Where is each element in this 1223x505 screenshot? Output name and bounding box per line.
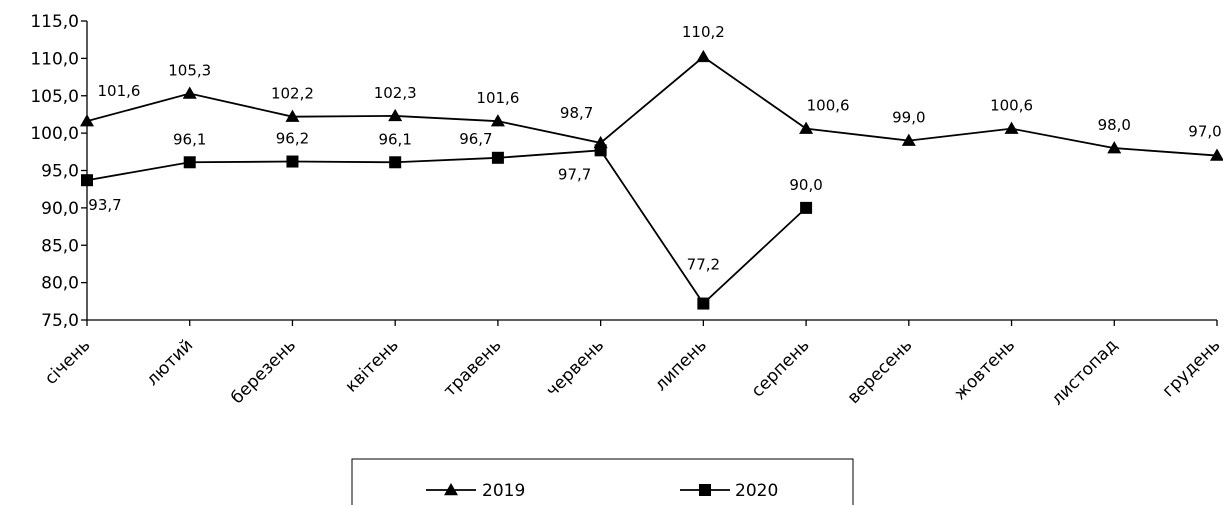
y-tick-label: 115,0 [30, 12, 79, 32]
y-tick-label: 95,0 [41, 162, 79, 182]
data-label-2019-квітень: 102,3 [374, 84, 417, 102]
data-labels: 101,6 105,3 102,2 102,3 101,6 98,7 110,2 100,6 9… [88, 23, 1221, 274]
data-label-2019-грудень: 97,0 [1188, 123, 1221, 141]
marker-2019-листопад [1107, 141, 1122, 154]
series-lines [86, 55, 1218, 305]
legend-box [351, 458, 854, 505]
marker-2019-березень [285, 109, 300, 122]
y-tick-label: 90,0 [41, 199, 79, 219]
marker-2019-травень [490, 114, 505, 127]
x-tick-label: березень [227, 335, 300, 408]
x-tick-label: лютий [143, 335, 198, 390]
x-tick-label: травень [440, 335, 506, 401]
data-label-2019-березень: 102,2 [271, 85, 314, 103]
x-tick-label: серпень [748, 335, 814, 401]
data-label-2020-липень: 77,2 [687, 256, 720, 274]
legend-marker-2020 [699, 484, 711, 496]
data-label-2020-травень: 96,7 [459, 130, 492, 148]
data-label-2019-лютий: 105,3 [168, 62, 211, 80]
marker-2019-липень [696, 49, 711, 63]
data-label-2019-листопад: 98,0 [1098, 116, 1131, 134]
y-axis-tick-labels: 75,0 80,0 85,0 90,0 95,0 100,0 105,0 110,0 115,0 [30, 12, 79, 331]
y-tick-label: 85,0 [41, 236, 79, 256]
marker-2019-січень [80, 114, 94, 127]
series-markers [80, 49, 1223, 310]
data-label-2019-серпень: 100,6 [807, 97, 850, 115]
x-tick-label: квітень [342, 335, 403, 396]
x-axis-tick-labels: січень лютий березень квітень травень червень… [41, 335, 1223, 409]
data-label-2019-вересень: 99,0 [892, 109, 925, 127]
marker-2020-червень [594, 144, 607, 157]
marker-2020-січень [81, 174, 93, 187]
marker-2020-квітень [389, 156, 402, 169]
data-label-2019-травень: 101,6 [476, 89, 519, 107]
data-label-2019-жовтень: 100,6 [990, 97, 1033, 115]
data-label-2019-червень: 98,7 [560, 104, 593, 122]
data-label-2019-січень: 101,6 [98, 82, 141, 100]
x-tick-label: жовтень [950, 335, 1019, 404]
y-tick-label: 105,0 [30, 87, 79, 107]
x-tick-label: листопад [1048, 335, 1122, 409]
data-label-2019-липень: 110,2 [682, 23, 725, 41]
data-label-2020-лютий: 96,1 [173, 130, 206, 148]
data-label-2020-січень: 93,7 [88, 196, 121, 214]
data-label-2020-березень: 96,2 [276, 130, 309, 148]
y-tick-label: 75,0 [41, 311, 79, 331]
marker-2020-травень [491, 151, 504, 164]
marker-2019-грудень [1210, 148, 1223, 161]
y-tick-label: 80,0 [41, 274, 79, 294]
legend-marker-2019 [444, 483, 458, 496]
legend: 2019 2020 [351, 458, 854, 505]
marker-2019-лютий [182, 86, 197, 99]
x-tick-label: липень [651, 335, 711, 395]
marker-2019-вересень [901, 133, 916, 146]
series-line-2019 [86, 55, 1218, 157]
data-label-2020-квітень: 96,1 [378, 130, 411, 148]
axes [81, 20, 1218, 326]
marker-2020-серпень [800, 201, 813, 214]
marker-2020-липень [697, 297, 710, 310]
marker-2020-лютий [183, 156, 196, 169]
marker-2019-жовтень [1004, 121, 1019, 134]
x-tick-label: грудень [1159, 335, 1223, 401]
series-line-2020 [86, 149, 807, 305]
y-tick-label: 100,0 [30, 124, 79, 144]
legend-label-2019: 2019 [482, 481, 525, 501]
marker-2019-серпень [799, 121, 814, 134]
data-label-2020-червень: 97,7 [558, 165, 591, 183]
marker-2020-березень [286, 155, 299, 168]
x-tick-label: січень [41, 335, 95, 389]
x-tick-label: вересень [844, 335, 917, 408]
y-tick-label: 110,0 [30, 49, 79, 69]
legend-label-2020: 2020 [735, 481, 778, 501]
data-label-2020-серпень: 90,0 [789, 176, 822, 194]
x-tick-label: червень [542, 335, 608, 401]
marker-2019-квітень [388, 108, 403, 122]
